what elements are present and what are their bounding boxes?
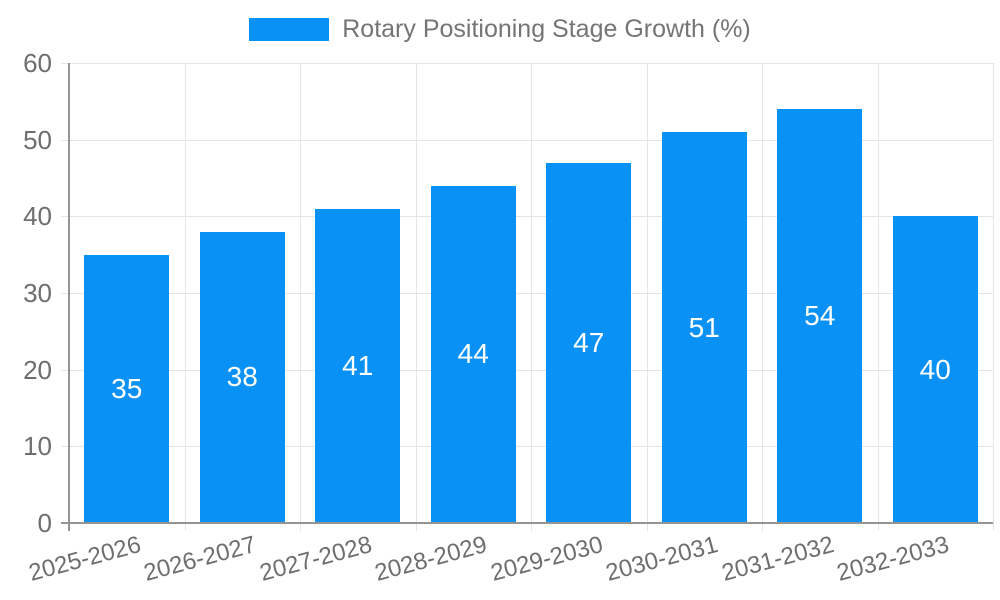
- gridline-horizontal-30: [61, 293, 993, 294]
- plot-area: 35 38 41 44 47 51 54 40: [61, 63, 994, 531]
- bar-2030-2031[interactable]: [661, 132, 747, 523]
- x-tick-label-2025-2026: 2025-2026: [25, 531, 144, 587]
- bar-2027-2028[interactable]: [315, 208, 401, 523]
- y-tick-label-60: 60: [23, 48, 52, 78]
- legend-item[interactable]: Rotary Positioning Stage Growth (%): [249, 14, 751, 44]
- bar-2026-2027[interactable]: [199, 231, 285, 523]
- bar-value-label: 40: [919, 353, 951, 385]
- bar-value-label: 51: [688, 311, 720, 343]
- gridline-horizontal-20: [61, 369, 993, 371]
- gridline-horizontal-60: [61, 63, 993, 64]
- x-tick-label-2026-2027: 2026-2027: [141, 531, 260, 587]
- legend-label: Rotary Positioning Stage Growth (%): [342, 15, 751, 43]
- x-tick-label-2028-2029: 2028-2029: [372, 531, 491, 587]
- gridline-vertical-5: [646, 63, 648, 531]
- gridline-vertical-3: [415, 63, 417, 531]
- bar-value-label: 38: [226, 361, 258, 393]
- gridline-horizontal-40: [61, 216, 993, 218]
- legend: Rotary Positioning Stage Growth (%): [0, 14, 1000, 44]
- bar-value-label: 47: [573, 326, 605, 358]
- x-axis-line: [61, 522, 993, 524]
- gridline-vertical-7: [877, 63, 879, 531]
- bar-2029-2030[interactable]: [546, 162, 632, 523]
- gridline-vertical-1: [184, 63, 186, 531]
- gridline-horizontal-50: [61, 139, 993, 141]
- bar-value-label: 44: [457, 338, 489, 370]
- bar-2028-2029[interactable]: [430, 185, 516, 523]
- x-tick-label-2031-2032: 2031-2032: [718, 531, 837, 587]
- x-tick-label-2029-2030: 2029-2030: [487, 531, 606, 587]
- bar-value-label: 41: [342, 349, 374, 381]
- y-tick-label-50: 50: [23, 124, 52, 155]
- bar-2031-2032[interactable]: [777, 109, 863, 523]
- legend-swatch-icon: [249, 17, 330, 41]
- y-tick-label-20: 20: [23, 354, 52, 385]
- gridline-vertical-6: [762, 63, 763, 531]
- gridline-horizontal-10: [61, 446, 993, 448]
- y-tick-label-0: 0: [37, 508, 52, 538]
- x-tick-label-2027-2028: 2027-2028: [256, 531, 375, 587]
- gridline-vertical-8: [993, 63, 994, 531]
- bar-value-label: 54: [804, 300, 836, 331]
- y-tick-label-10: 10: [23, 431, 52, 462]
- y-axis-line: [68, 63, 70, 531]
- y-tick-label-40: 40: [23, 201, 52, 232]
- bar-2025-2026[interactable]: [84, 254, 170, 523]
- gridline-vertical-2: [300, 63, 301, 531]
- bar-2032-2033[interactable]: [892, 216, 978, 523]
- y-tick-label-30: 30: [23, 278, 52, 308]
- x-tick-label-2032-2033: 2032-2033: [834, 531, 953, 587]
- gridline-vertical-4: [531, 63, 532, 531]
- bar-value-label: 35: [111, 372, 143, 404]
- x-tick-label-2030-2031: 2030-2031: [603, 531, 722, 587]
